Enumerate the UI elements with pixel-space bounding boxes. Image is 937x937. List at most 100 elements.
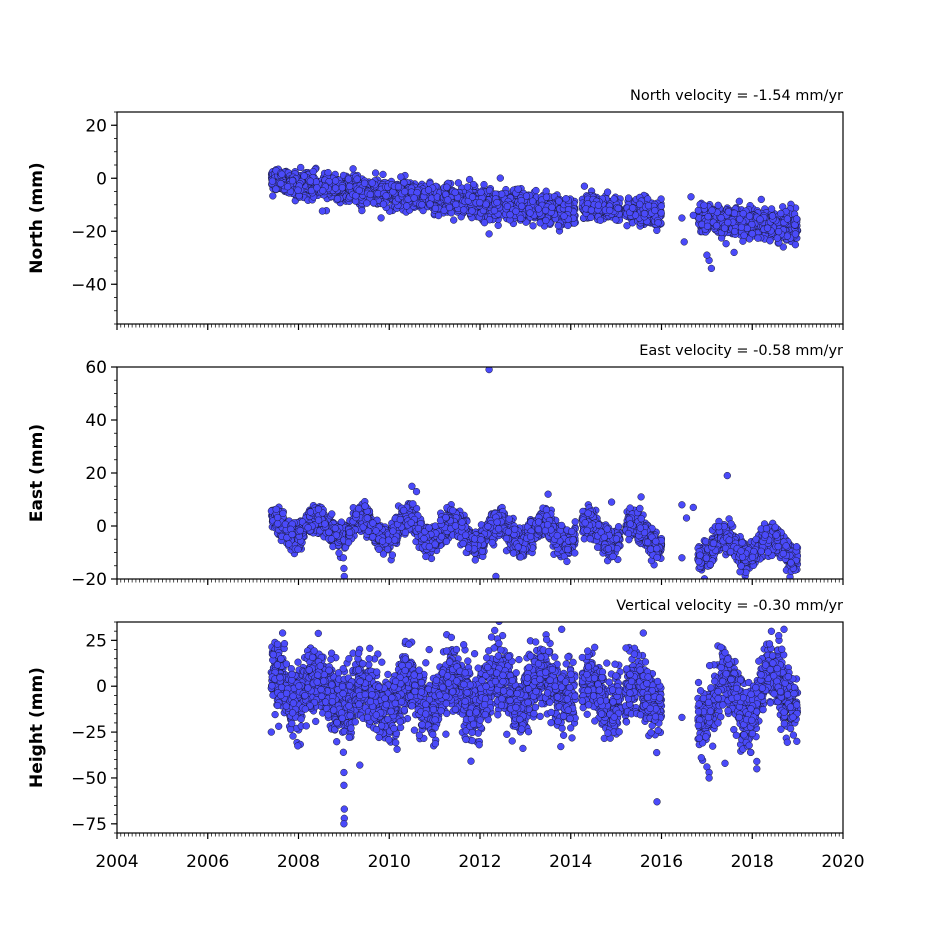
data-point (517, 214, 525, 222)
data-point (651, 206, 659, 215)
outlier-point (707, 264, 716, 273)
data-point (624, 194, 633, 202)
data-point (754, 234, 762, 242)
data-point (403, 202, 411, 210)
data-point (493, 198, 501, 207)
data-point (480, 219, 489, 227)
data-point (560, 212, 568, 220)
data-point (514, 185, 522, 193)
data-point (614, 204, 622, 213)
data-point (368, 179, 376, 187)
data-point (445, 203, 454, 212)
data-point (739, 237, 747, 245)
data-point (774, 227, 783, 236)
data-point (306, 177, 314, 185)
data-point (722, 240, 730, 248)
data-point (548, 203, 556, 211)
data-point (793, 215, 801, 223)
data-point (724, 218, 732, 227)
data-point (496, 174, 504, 182)
data-point (451, 188, 459, 197)
data-point (740, 231, 748, 239)
data-point (791, 241, 800, 249)
data-point (745, 212, 754, 220)
data-point (490, 206, 499, 215)
data-point (431, 204, 440, 213)
data-point (468, 193, 477, 201)
data-point (355, 186, 363, 195)
data-point (730, 209, 739, 217)
data-point (468, 207, 476, 215)
data-point (562, 195, 570, 203)
data-point (542, 193, 551, 201)
data-point (777, 209, 785, 218)
data-point (377, 214, 385, 222)
data-point (763, 224, 772, 232)
data-point (379, 170, 387, 179)
data-point (371, 169, 380, 177)
outlier-point (580, 182, 589, 190)
data-point (532, 186, 540, 195)
data-point (610, 195, 618, 203)
data-point (410, 194, 418, 202)
data-point (272, 505, 280, 513)
data-point (714, 201, 722, 209)
data-point (594, 201, 603, 209)
data-points (267, 367, 802, 579)
data-point (717, 214, 725, 222)
data-point (529, 197, 537, 205)
data-point (629, 204, 637, 212)
data-point (314, 516, 323, 524)
data-point (294, 545, 302, 553)
data-point (482, 200, 490, 208)
data-point (791, 230, 800, 238)
y-tick-label: −20 (71, 222, 107, 242)
data-point (294, 186, 302, 194)
panel-title: North velocity = -1.54 mm/yr (630, 88, 843, 104)
data-point (460, 206, 468, 214)
data-point (319, 186, 327, 195)
data-point (358, 206, 366, 215)
data-point (450, 216, 458, 224)
data-point (748, 230, 756, 238)
data-point (272, 185, 280, 193)
y-axis-label: East (mm) (27, 424, 47, 522)
data-point (704, 213, 712, 221)
data-point (555, 197, 563, 205)
data-point (503, 202, 512, 211)
data-point (768, 212, 777, 220)
outlier-point (703, 251, 711, 259)
data-point (506, 211, 514, 219)
data-point (279, 509, 287, 518)
data-point (596, 216, 605, 224)
data-point (700, 201, 708, 209)
outlier-point (678, 214, 686, 222)
data-point (331, 177, 340, 185)
data-point (773, 234, 781, 242)
data-point (564, 221, 572, 230)
data-point (735, 197, 743, 205)
outlier-point (485, 230, 493, 238)
data-point (426, 200, 434, 208)
data-point (394, 183, 403, 191)
data-point (297, 163, 305, 172)
data-point (444, 196, 452, 204)
data-point (463, 183, 472, 191)
data-point (404, 195, 412, 203)
data-point (278, 170, 286, 178)
data-point (480, 180, 488, 189)
data-point (606, 206, 614, 215)
data-point (285, 540, 293, 548)
data-point (333, 195, 342, 203)
data-point (783, 215, 792, 223)
data-point (296, 526, 304, 535)
data-point (338, 184, 346, 192)
data-point (587, 206, 596, 214)
data-point (640, 210, 649, 218)
data-point (518, 202, 526, 210)
data-point (360, 179, 369, 187)
data-point (724, 208, 733, 216)
